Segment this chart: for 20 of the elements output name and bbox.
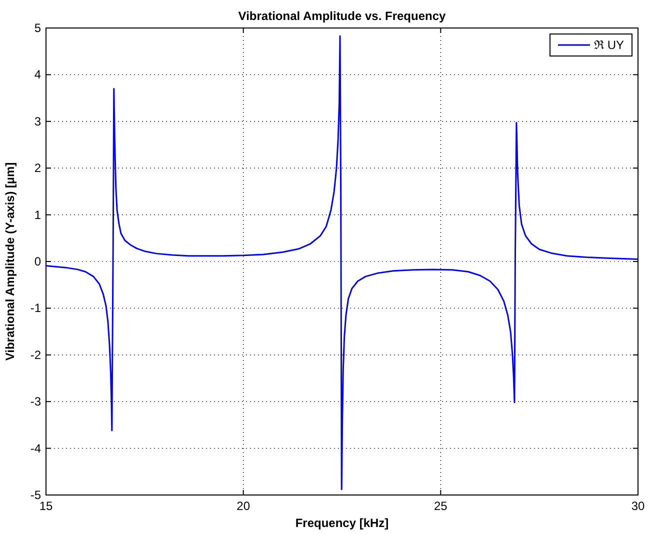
- y-tick-label: 4: [34, 68, 42, 82]
- y-tick-label: -3: [30, 394, 42, 409]
- y-tick-label: -5: [30, 488, 42, 502]
- y-tick-label: 3: [34, 114, 42, 128]
- chart-title: Vibrational Amplitude vs. Frequency: [238, 9, 446, 23]
- legend-label: ℜ UY: [594, 38, 624, 52]
- y-tick-label: 5: [34, 21, 42, 35]
- x-axis-title: Frequency [kHz]: [295, 516, 389, 530]
- y-tick-label: 1: [34, 208, 42, 222]
- line-series: [45, 35, 639, 490]
- x-tick-label: 30: [631, 499, 645, 513]
- x-tick-label: 20: [236, 499, 250, 513]
- y-tick-label: 2: [34, 161, 42, 176]
- y-tick-label: -1: [30, 301, 42, 316]
- y-tick-label: 0: [34, 254, 42, 268]
- x-tick-label: 15: [39, 499, 53, 513]
- y-tick-label: -2: [30, 348, 42, 362]
- x-tick-label: 25: [434, 499, 448, 513]
- y-axis-title: Vibrational Amplitude (Y-axis) [µm]: [3, 162, 17, 361]
- y-tick-label: -4: [30, 441, 42, 456]
